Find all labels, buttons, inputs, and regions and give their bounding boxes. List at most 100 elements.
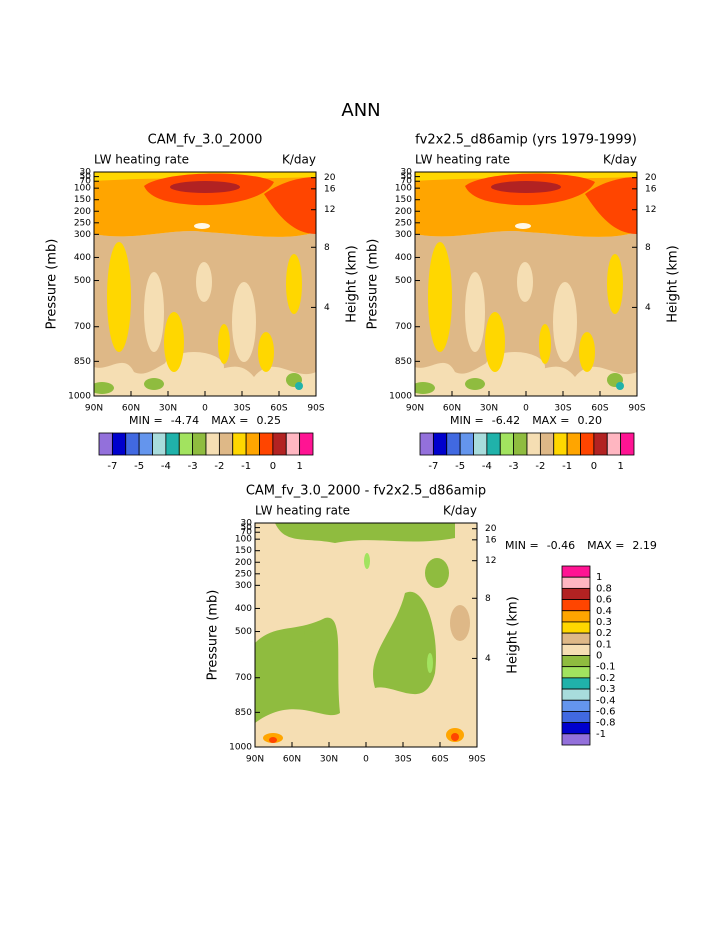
colorbar-box <box>272 432 287 456</box>
x-tick-label: 60N <box>122 404 140 414</box>
min-value: -0.46 <box>547 539 575 552</box>
colorbar-label: -1 <box>596 729 606 740</box>
y-tick-label: 500 <box>235 627 252 637</box>
field-label: LW heating rate <box>94 153 189 167</box>
min-value: -4.74 <box>171 414 199 427</box>
colorbar-label: -0.4 <box>596 695 616 706</box>
colorbar-box <box>513 432 528 456</box>
colorbar-label: -1 <box>241 461 251 472</box>
y-tick-label: 200 <box>395 207 412 217</box>
min-max-stats: MIN = -0.46 MAX = 2.19 <box>505 539 657 552</box>
colorbar-box <box>245 432 260 456</box>
colorbar-label: -4 <box>482 461 492 472</box>
colorbar-label: -0.3 <box>596 684 616 695</box>
colorbar-label: 0.1 <box>596 639 612 650</box>
y2-axis-label: Height (km) <box>345 245 360 322</box>
panel-title: CAM_fv_3.0_2000 - fv2x2.5_d86amip <box>246 484 486 499</box>
max-value: 0.20 <box>577 414 602 427</box>
y-tick-label: 850 <box>395 357 412 367</box>
colorbar-box <box>459 432 474 456</box>
colorbar-label: -0.2 <box>596 673 616 684</box>
y-tick-label: 30 <box>241 519 253 529</box>
y2-tick-label: 8 <box>645 243 651 253</box>
y2-tick-label: 16 <box>485 535 497 545</box>
colorbar-box <box>299 432 314 456</box>
colorbar-label: 1 <box>296 461 302 472</box>
y-tick-label: 300 <box>395 230 412 240</box>
colorbar-box <box>561 576 591 589</box>
y-tick-label: 500 <box>395 276 412 286</box>
y2-tick-label: 4 <box>485 654 491 664</box>
y-tick-label: 1000 <box>68 392 91 402</box>
y2-tick-label: 20 <box>485 524 497 534</box>
x-tick-label: 0 <box>363 755 369 765</box>
y2-tick-label: 8 <box>324 243 330 253</box>
colorbar-label: 0 <box>591 461 597 472</box>
y-axis-label: Pressure (mb) <box>45 239 60 330</box>
x-tick-label: 60N <box>283 755 301 765</box>
colorbar-box <box>561 688 591 701</box>
colorbar-label: -5 <box>455 461 465 472</box>
contour-field <box>94 172 316 396</box>
colorbar-box <box>561 587 591 600</box>
y2-tick-label: 16 <box>645 184 657 194</box>
colorbar-box <box>561 643 591 656</box>
colorbar-label: -1 <box>562 461 572 472</box>
colorbar-label: -7 <box>428 461 438 472</box>
colorbar-box <box>561 722 591 735</box>
field-label: LW heating rate <box>255 504 350 518</box>
y2-tick-label: 12 <box>324 205 335 215</box>
colorbar-box <box>499 432 515 456</box>
y-tick-label: 150 <box>235 546 252 556</box>
colorbar-box <box>111 432 127 456</box>
colorbar-box <box>561 666 591 679</box>
colorbar-box <box>593 432 608 456</box>
y-tick-label: 50 <box>80 172 92 182</box>
colorbar-box <box>432 432 448 456</box>
panel-title: fv2x2.5_d86amip (yrs 1979-1999) <box>415 133 637 148</box>
y-tick-label: 50 <box>401 172 413 182</box>
y-tick-label: 1000 <box>389 392 412 402</box>
colorbar-box <box>561 621 591 634</box>
min-label: MIN = <box>505 539 539 552</box>
colorbar-label: -4 <box>161 461 171 472</box>
max-value: 2.19 <box>632 539 657 552</box>
colorbar-box <box>566 432 581 456</box>
colorbar-box <box>152 432 167 456</box>
y-tick-label: 100 <box>235 535 252 545</box>
colorbar-box <box>561 599 591 612</box>
y-tick-label: 700 <box>74 322 91 332</box>
x-tick-label: 30N <box>159 404 177 414</box>
colorbar-label: 0.8 <box>596 583 612 594</box>
colorbar-label: 0.3 <box>596 617 612 628</box>
y-tick-label: 300 <box>74 230 91 240</box>
x-tick-label: 90S <box>628 404 645 414</box>
max-value: 0.25 <box>256 414 281 427</box>
colorbar-box <box>446 432 461 456</box>
y-tick-label: 850 <box>74 357 91 367</box>
colorbar-box <box>178 432 194 456</box>
colorbar-label: 0 <box>596 651 602 662</box>
x-tick-label: 30N <box>320 755 338 765</box>
x-tick-label: 60N <box>443 404 461 414</box>
y-tick-label: 700 <box>395 322 412 332</box>
colorbar-box <box>561 699 591 712</box>
panel-title: CAM_fv_3.0_2000 <box>148 133 263 148</box>
x-tick-label: 90S <box>468 755 485 765</box>
colorbar-box <box>606 432 622 456</box>
max-label: MAX = <box>211 414 248 427</box>
colorbar-box <box>553 432 568 456</box>
colorbar-box <box>218 432 234 456</box>
x-tick-label: 30S <box>233 404 250 414</box>
min-max-stats: MIN = -4.74 MAX = 0.25 <box>129 414 281 427</box>
colorbar-box <box>561 610 591 623</box>
units-label: K/day <box>443 504 477 518</box>
colorbar-label: -0.6 <box>596 706 616 717</box>
max-label: MAX = <box>532 414 569 427</box>
y-tick-label: 400 <box>395 253 412 263</box>
units-label: K/day <box>282 153 316 167</box>
colorbar-box <box>620 432 635 456</box>
colorbar-label: -3 <box>188 461 198 472</box>
colorbar-label: -5 <box>134 461 144 472</box>
min-label: MIN = <box>450 414 484 427</box>
